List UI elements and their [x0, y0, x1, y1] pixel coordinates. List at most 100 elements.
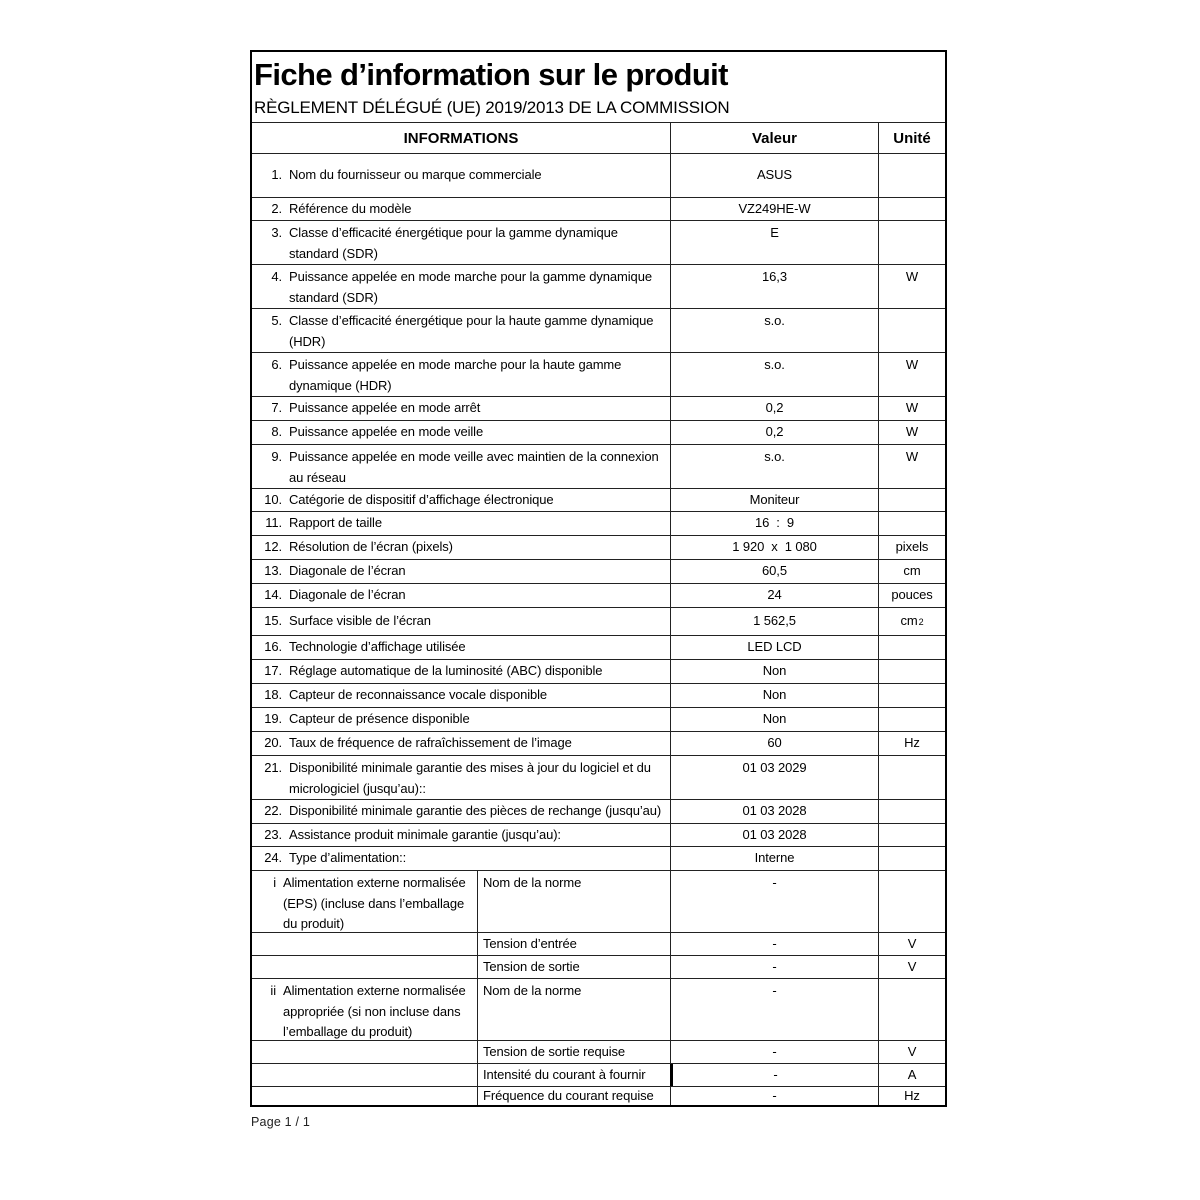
- row-number: 23.: [264, 826, 282, 842]
- info-label: Catégorie de dispositif d’affichage élec…: [289, 491, 554, 507]
- value-cell: 01 03 2028: [670, 800, 878, 823]
- info-cell: 14. Diagonale de l’écran: [252, 584, 670, 607]
- page-title: Fiche d’information sur le produit: [254, 57, 728, 92]
- row-number: 5.: [271, 313, 282, 328]
- value-cell: 24: [670, 584, 878, 607]
- value-cell: E: [670, 221, 878, 264]
- table-row: 21. Disponibilité minimale garantie des m…: [252, 755, 945, 799]
- value-cell: 60: [670, 732, 878, 755]
- unit-label: cm: [900, 613, 918, 629]
- page-number: Page 1 / 1: [251, 1115, 310, 1129]
- unit-label: pouces: [891, 587, 933, 603]
- row-number: 8.: [271, 424, 282, 440]
- table-row: 24. Type d’alimentation:: Interne: [252, 846, 945, 870]
- unit-cell: cm: [878, 560, 945, 583]
- row-number: ii: [270, 983, 276, 998]
- row-number: 6.: [271, 357, 282, 372]
- value-cell: Non: [670, 660, 878, 683]
- group-info-cell: i Alimentation externe normalisée (EPS) (…: [252, 871, 477, 932]
- unit-cell: W: [878, 397, 945, 420]
- unit-cell: V: [878, 956, 945, 978]
- unit-cell: cm 2: [878, 608, 945, 635]
- unit-cell: [878, 489, 945, 511]
- row-number: i: [273, 875, 276, 890]
- table-row: 23. Assistance produit minimale garantie …: [252, 823, 945, 846]
- table-header-row: INFORMATIONS Valeur Unité: [252, 123, 945, 154]
- table-row: Intensité du courant à fournir - A: [252, 1063, 945, 1086]
- info-cell: 22. Disponibilité minimale garantie des p…: [252, 800, 670, 823]
- info-cell: 21. Disponibilité minimale garantie des m…: [252, 756, 670, 799]
- sub-label: Tension de sortie requise: [477, 1041, 670, 1063]
- value-cell: -: [670, 956, 878, 978]
- unit-cell: V: [878, 1041, 945, 1063]
- info-label: Disponibilité minimale garantie des pièc…: [289, 803, 662, 819]
- row-number: 14.: [264, 587, 282, 603]
- column-header-unite: Unité: [878, 123, 945, 153]
- info-label: Diagonale de l’écran: [289, 587, 406, 603]
- unit-label: V: [907, 958, 917, 974]
- unit-cell: [878, 684, 945, 707]
- info-cell: 2. Référence du modèle: [252, 198, 670, 220]
- info-label: Classe d’efficacité énergétique pour la …: [289, 225, 618, 261]
- table-row: 8. Puissance appelée en mode veille 0,2 W: [252, 420, 945, 444]
- value-cell: 60,5: [670, 560, 878, 583]
- value-cell: 16,3: [670, 265, 878, 308]
- info-label: Disponibilité minimale garantie des mise…: [289, 760, 651, 796]
- unit-superscript: 2: [918, 616, 924, 627]
- unit-cell: [878, 154, 945, 197]
- info-label: Rapport de taille: [289, 515, 382, 531]
- row-number: 21.: [264, 760, 282, 775]
- unit-cell: [878, 708, 945, 731]
- value-cell: -: [670, 871, 878, 932]
- info-cell: 6. Puissance appelée en mode marche pour …: [252, 353, 670, 396]
- empty-info-cell: [252, 956, 477, 978]
- info-cell: 4. Puissance appelée en mode marche pour …: [252, 265, 670, 308]
- info-label: Puissance appelée en mode marche pour la…: [289, 269, 652, 305]
- unit-cell: [878, 636, 945, 659]
- table-row: 20. Taux de fréquence de rafraîchissement…: [252, 731, 945, 755]
- info-label: Assistance produit minimale garantie (ju…: [289, 826, 561, 842]
- column-header-valeur: Valeur: [670, 123, 878, 153]
- unit-label: W: [905, 424, 919, 440]
- table-row: 12. Résolution de l’écran (pixels) 1 920 x…: [252, 535, 945, 559]
- info-label: Technologie d’affichage utilisée: [289, 639, 466, 655]
- info-label: Puissance appelée en mode arrêt: [289, 400, 481, 416]
- table-body: 1. Nom du fournisseur ou marque commercia…: [252, 154, 945, 1105]
- product-fiche: Fiche d’information sur le produit RÈGLE…: [250, 50, 947, 1107]
- unit-label: W: [905, 449, 919, 464]
- row-number: 7.: [271, 400, 282, 416]
- info-label: Puissance appelée en mode veille: [289, 424, 484, 440]
- table-row: 16. Technologie d’affichage utilisée LED L…: [252, 635, 945, 659]
- table-row: 17. Réglage automatique de la luminosité …: [252, 659, 945, 683]
- info-label: Réglage automatique de la luminosité (AB…: [289, 663, 603, 679]
- unit-cell: W: [878, 445, 945, 488]
- table-row: 1. Nom du fournisseur ou marque commercia…: [252, 154, 945, 197]
- info-cell: 3. Classe d’efficacité énergétique pour l…: [252, 221, 670, 264]
- info-label: Alimentation externe normalisée appropri…: [283, 983, 466, 1039]
- table-row: 4. Puissance appelée en mode marche pour …: [252, 264, 945, 308]
- unit-label: W: [905, 269, 919, 284]
- info-cell: 13. Diagonale de l’écran: [252, 560, 670, 583]
- row-number: 3.: [271, 225, 282, 240]
- unit-cell: [878, 512, 945, 535]
- info-label: Alimentation externe normalisée (EPS) (i…: [283, 875, 466, 931]
- unit-label: Hz: [904, 735, 920, 751]
- value-cell: 16 : 9: [670, 512, 878, 535]
- value-cell: s.o.: [670, 309, 878, 352]
- value-cell: -: [670, 1041, 878, 1063]
- row-number: 15.: [264, 613, 282, 629]
- sub-label: Nom de la norme: [477, 871, 670, 932]
- table-row: 3. Classe d’efficacité énergétique pour l…: [252, 220, 945, 264]
- info-label: Diagonale de l’écran: [289, 563, 406, 579]
- info-cell: 5. Classe d’efficacité énergétique pour l…: [252, 309, 670, 352]
- value-cell: -: [670, 933, 878, 955]
- table-row: i Alimentation externe normalisée (EPS) (…: [252, 870, 945, 932]
- row-number: 19.: [264, 711, 282, 727]
- table-row: 9. Puissance appelée en mode veille avec …: [252, 444, 945, 488]
- table-row: 18. Capteur de reconnaissance vocale disp…: [252, 683, 945, 707]
- empty-info-cell: [252, 933, 477, 955]
- value-cell: ASUS: [670, 154, 878, 197]
- info-cell: 1. Nom du fournisseur ou marque commercia…: [252, 154, 670, 197]
- unit-cell: [878, 800, 945, 823]
